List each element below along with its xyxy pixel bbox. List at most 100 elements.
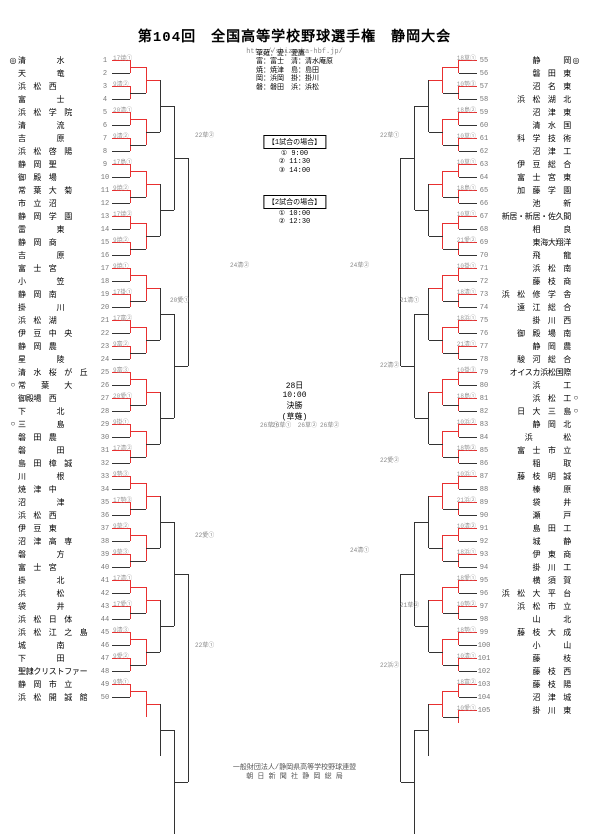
bracket-lines — [112, 171, 288, 184]
team-name: 東海大翔洋 — [491, 237, 571, 248]
team-number: 50 — [98, 694, 112, 702]
team-name: 吉 原 — [18, 250, 98, 261]
bracket-lines — [301, 197, 477, 210]
bracket-lines — [112, 249, 288, 262]
team-number: 86 — [477, 460, 491, 468]
match-label: 10浜① — [457, 469, 476, 478]
bracket-lines: 18清① — [301, 288, 477, 301]
team-name: 沼 津 工 — [491, 146, 571, 157]
bracket-lines: 17焼② — [112, 210, 288, 223]
team-name: 瀬 戸 — [491, 510, 571, 521]
bracket-lines — [301, 431, 477, 444]
team-name: 御 殿 場 南 — [491, 328, 571, 339]
team-number: 21 — [98, 317, 112, 325]
match-label: 21愛② — [457, 235, 476, 244]
team-name: 静 岡 — [491, 55, 571, 66]
team-row: 小 笠18 — [8, 275, 288, 288]
bracket-lines — [301, 509, 477, 522]
team-number: 34 — [98, 486, 112, 494]
team-number: 7 — [98, 135, 112, 143]
bracket-lines: 17焼① — [112, 54, 288, 67]
team-name: 聖隷クリストファー — [18, 666, 98, 677]
team-number: 39 — [98, 551, 112, 559]
team-row: 榛 原88 — [301, 483, 581, 496]
round-label: 21清① — [400, 295, 419, 304]
team-name: 浜 松 湖 北 — [491, 94, 571, 105]
team-name: 浜 松 修 学 舎 — [491, 289, 571, 300]
team-name: 浜 松 開 誠 館 — [18, 692, 98, 703]
final-info: 28日 10:00 決勝 (草薙) — [282, 380, 308, 422]
bracket-lines: 17愛① — [112, 600, 288, 613]
bracket-lines — [112, 613, 288, 626]
seed-mark: ○ — [571, 394, 581, 403]
team-number: 30 — [98, 434, 112, 442]
team-name: 掛 川 西 — [491, 315, 571, 326]
team-row: 掛 川20 — [8, 301, 288, 314]
bracket-lines: 9草③ — [112, 548, 288, 561]
bracket-lines: 18富② — [301, 678, 477, 691]
team-row: 掛 川 東10510愛① — [301, 704, 581, 717]
bracket-lines — [112, 67, 288, 80]
team-name: 市 立 沼 — [18, 198, 98, 209]
bracket-lines: 18浜① — [301, 548, 477, 561]
team-row: 山 北98 — [301, 613, 581, 626]
team-number: 74 — [477, 304, 491, 312]
seed-mark: ◎ — [571, 56, 581, 66]
team-row: 科 学 技 術6110草① — [301, 132, 581, 145]
team-number: 36 — [98, 512, 112, 520]
team-name: 袋 井 — [491, 497, 571, 508]
match-label: 10清② — [457, 521, 476, 530]
team-number: 65 — [477, 187, 491, 195]
team-name: 沼 名 東 — [491, 81, 571, 92]
bracket-lines — [301, 379, 477, 392]
team-name: 清 水 — [18, 55, 98, 66]
team-name: 富 士 宮 — [18, 562, 98, 573]
team-name: 富 士 宮 — [18, 263, 98, 274]
team-name: 富 士 市 立 — [491, 445, 571, 456]
bracket-lines: 10草① — [301, 210, 477, 223]
bracket-lines: 10清② — [301, 522, 477, 535]
team-name: 浜 松 江 之 島 — [18, 627, 98, 638]
team-row: 浜 松 修 学 舎7318清① — [301, 288, 581, 301]
match-label: 18島① — [457, 391, 476, 400]
round-label: 24清② — [230, 260, 249, 269]
bracket-lines — [301, 171, 477, 184]
team-number: 90 — [477, 512, 491, 520]
team-name: 沼 津 東 — [491, 107, 571, 118]
team-name: 浜 松 大 平 台 — [491, 588, 571, 599]
bracket-lines: 10浜① — [301, 470, 477, 483]
team-number: 16 — [98, 252, 112, 260]
bracket-lines: 21浜② — [301, 496, 477, 509]
bracket-lines: 10勢② — [301, 600, 477, 613]
team-name: 雷 東 — [18, 224, 98, 235]
team-number: 45 — [98, 629, 112, 637]
bracket-lines — [301, 223, 477, 236]
team-name: 浜 松 学 院 — [18, 107, 98, 118]
team-row: 浜 松 大 平 台96 — [301, 587, 581, 600]
team-number: 12 — [98, 200, 112, 208]
team-row: 遠 江 総 合74 — [301, 301, 581, 314]
team-row: 池 新66 — [301, 197, 581, 210]
team-row: 磐 田 農30 — [8, 431, 288, 444]
team-row: 吉 原79清② — [8, 132, 288, 145]
team-name: 新居・新居・佐久間 — [491, 211, 571, 222]
final-label: 決勝 — [282, 400, 308, 411]
team-row: 沼 津 工62 — [301, 145, 581, 158]
team-row: 相 良68 — [301, 223, 581, 236]
team-name: 浜 松 西 — [18, 81, 98, 92]
team-number: 20 — [98, 304, 112, 312]
team-row: 駿 河 総 合78 — [301, 353, 581, 366]
bracket-lines: 17富② — [112, 314, 288, 327]
team-row: 静 岡 農239富② — [8, 340, 288, 353]
bracket-lines — [301, 587, 477, 600]
match-label: 18愛① — [457, 573, 476, 582]
team-row: 下 北28 — [8, 405, 288, 418]
team-name: 掛 川 東 — [491, 705, 571, 716]
team-number: 92 — [477, 538, 491, 546]
team-name: 駿 河 総 合 — [491, 354, 571, 365]
team-row: ○日 大 三 島82 — [301, 405, 581, 418]
team-number: 18 — [98, 278, 112, 286]
team-number: 31 — [98, 447, 112, 455]
left-bracket: ◎清 水117焼①天 竜2浜 松 西39清②富 士4浜 松 学 院520清①清 … — [8, 54, 288, 704]
team-name: 遠 江 総 合 — [491, 302, 571, 313]
